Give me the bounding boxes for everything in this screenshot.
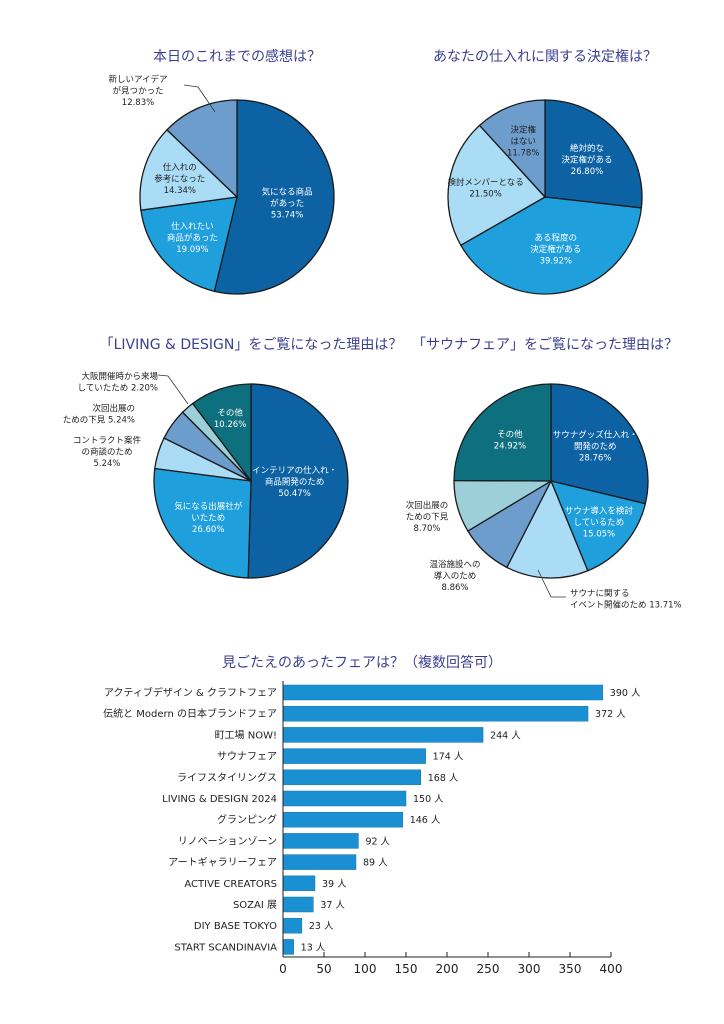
slice-label: 大阪開催時から来場していたため 2.20% [78, 371, 159, 394]
value-label: 39 人 [322, 879, 347, 890]
bar [282, 896, 314, 913]
category-label: SOZAI 展 [233, 899, 277, 911]
x-tick-label: 200 [436, 962, 459, 976]
pie-slice [139, 128, 239, 211]
slice-label: その他 10.26% [214, 408, 246, 431]
pie-chart-sauna-fair-reasons: 「サウナフェア」をご覧になった理由は？ サウナグッズ仕入れ・開発のため 28.76… [406, 336, 682, 611]
bar [282, 917, 303, 934]
pie-slice [505, 479, 589, 579]
slice-label: サウナ導入を検討しているため 15.05% [565, 506, 634, 540]
pie-chart-living-design-reasons: 「LIVING & DESIGN」をご覧になった理由は？ インテリアの仕入れ・商… [63, 336, 403, 579]
bar [282, 727, 484, 743]
bar-chart-fairs: 見ごたえのあったフェアは？（複数回答可） アクティブデザイン & クラフトフェア… [103, 654, 641, 976]
slice-label: 気になる出展社がいたため 26.60% [174, 501, 243, 535]
slice-label: 次回出展のための下見 8.70% [406, 500, 449, 534]
pie-slice [213, 99, 335, 295]
bar [282, 748, 426, 764]
pie-slice [459, 196, 643, 295]
slice-label: 仕入れたい商品があった 19.09% [167, 221, 218, 255]
value-label: 174 人 [433, 752, 464, 763]
pie-slice [478, 99, 546, 199]
pie-slice [447, 124, 547, 247]
category-label: DIY BASE TOKYO [194, 921, 277, 932]
bar [282, 790, 407, 807]
chart-title: 見ごたえのあったフェアは？（複数回答可） [222, 654, 502, 671]
value-label: 37 人 [320, 900, 345, 911]
leader-line [183, 84, 216, 113]
pie-slice [140, 196, 238, 293]
slice-label: コントラクト案件の商談のため 5.24% [73, 435, 142, 469]
slice-label: インテリアの仕入れ・商品開発のため 50.47% [252, 465, 337, 499]
value-label: 372 人 [595, 709, 626, 720]
category-label: リノベーションゾーン [178, 835, 277, 847]
value-label: 13 人 [301, 942, 326, 953]
value-label: 146 人 [410, 815, 441, 826]
category-label: ACTIVE CREATORS [184, 879, 277, 890]
x-tick-label: 400 [600, 962, 623, 976]
pie-slice [549, 480, 647, 572]
bar [282, 875, 316, 892]
slice-label: サウナグッズ仕入れ・開発のため 28.76% [553, 430, 638, 464]
category-label: 町工場 NOW! [215, 728, 277, 741]
slice-label: その他 24.92% [494, 429, 526, 452]
value-label: 89 人 [363, 858, 388, 869]
x-tick-label: 100 [354, 962, 377, 976]
x-tick-label: 350 [559, 962, 582, 976]
category-label: LIVING & DESIGN 2024 [162, 794, 277, 805]
value-label: 23 人 [309, 921, 334, 932]
slice-label: 決定権はない 11.78% [507, 124, 539, 158]
chart-title: あなたの仕入れに関する決定権は？ [433, 48, 657, 65]
value-label: 244 人 [490, 730, 521, 741]
pie-slice [191, 383, 252, 483]
value-label: 150 人 [413, 794, 444, 805]
leader-line [537, 569, 566, 598]
category-label: サウナフェア [217, 751, 277, 763]
pie-slice [166, 99, 238, 199]
chart-title: 本日のこれまでの感想は？ [153, 48, 321, 65]
slice-label: 次回出展のための下見 5.24% [63, 403, 135, 426]
slice-label: 絶対的な決定権がある 26.80% [561, 143, 612, 177]
value-label: 168 人 [428, 773, 459, 784]
pie-chart-impressions: 本日のこれまでの感想は？ 気になる商品があった 53.74% 仕入れたい商品があった… [108, 48, 335, 295]
x-tick-label: 0 [279, 962, 287, 976]
slice-label: ある程度の決定権がある 39.92% [530, 233, 581, 267]
slice-label: 気になる商品があった 53.74% [262, 186, 313, 220]
bar [282, 769, 422, 786]
pie-chart-decision-authority: あなたの仕入れに関する決定権は？ 絶対的な決定権がある 26.80% ある程度の決定… [433, 48, 657, 295]
x-tick-label: 150 [395, 962, 418, 976]
bar [282, 854, 357, 870]
slice-label: 新しいアイデアが見つかった 12.83% [108, 74, 167, 108]
category-label: ライフスタイリングス [177, 771, 277, 784]
slice-label: 仕入れの参考になった 14.34% [154, 162, 205, 196]
value-label: 390 人 [610, 688, 641, 699]
pie-slice [544, 99, 643, 209]
pie-slice [247, 383, 349, 579]
chart-title: 「LIVING & DESIGN」をご覧になった理由は？ [100, 336, 403, 353]
category-label: 伝統と Modern の日本ブランドフェア [103, 707, 277, 720]
bar [282, 939, 294, 955]
bar [282, 684, 604, 701]
pie-slice [453, 383, 552, 482]
slice-label: 検討メンバーとなる 21.50% [447, 177, 523, 200]
slice-label: サウナに関するイベント開催のため 13.71% [570, 589, 682, 611]
value-label: 92 人 [365, 836, 390, 847]
leader-line [157, 374, 189, 405]
category-label: アクティブデザイン & クラフトフェア [104, 686, 277, 699]
category-label: アートギャラリーフェア [168, 857, 277, 869]
category-label: グランピング [217, 813, 277, 826]
x-tick-label: 300 [518, 962, 541, 976]
x-tick-label: 50 [316, 962, 331, 976]
bar [282, 705, 589, 722]
slice-label: 温浴施設への導入のため 8.86% [429, 559, 480, 593]
bar [282, 833, 359, 849]
category-label: START SCANDINAVIA [174, 942, 277, 953]
x-tick-label: 250 [477, 962, 500, 976]
pie-slice [550, 383, 649, 505]
chart-title: 「サウナフェア」をご覧になった理由は？ [412, 336, 678, 353]
bar [282, 811, 403, 828]
pie-slice [153, 467, 252, 579]
